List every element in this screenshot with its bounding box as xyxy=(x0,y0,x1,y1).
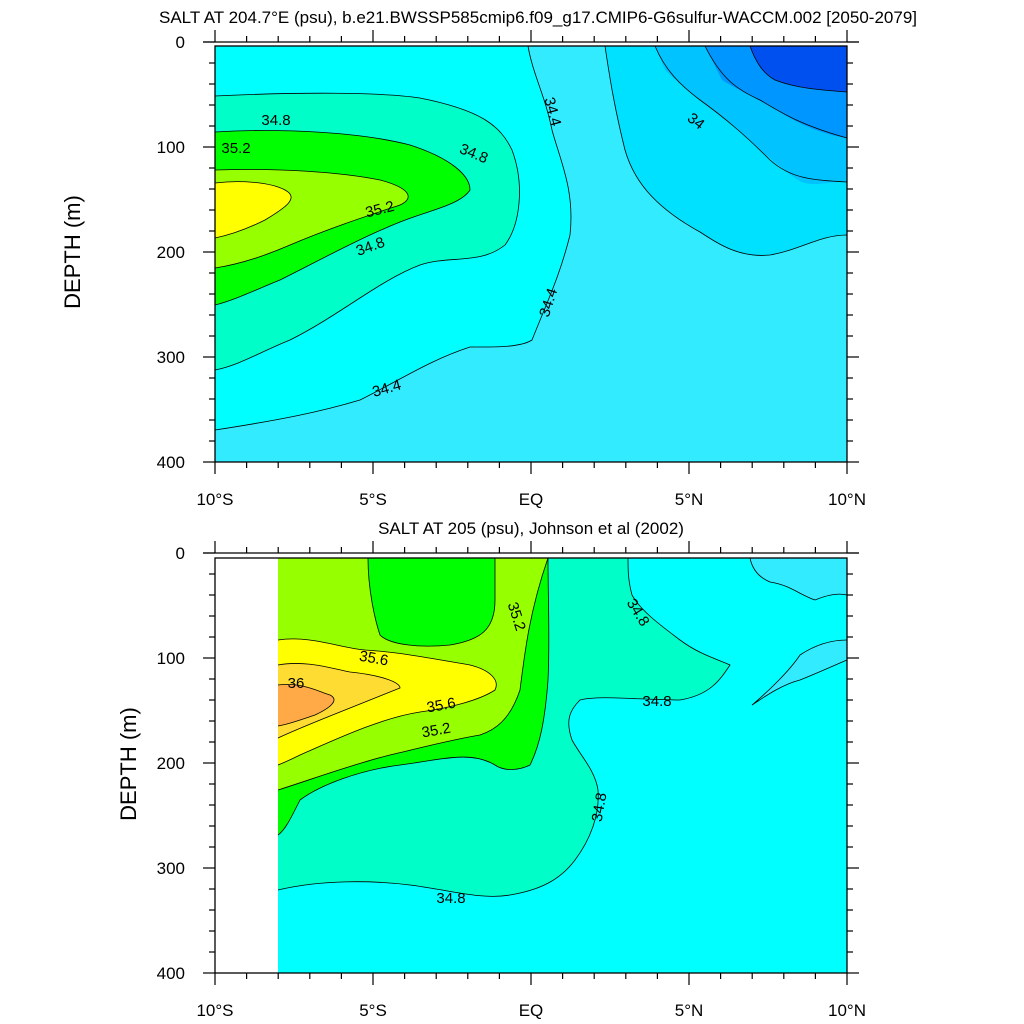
bottom-x-tick-label: 5°N xyxy=(675,1001,704,1020)
top-y-tick-label: 200 xyxy=(157,243,185,262)
bottom-contour-line xyxy=(749,557,848,601)
bottom-contour-label: 35.6 xyxy=(425,695,457,717)
top-contour-line xyxy=(214,92,520,371)
bottom-fill-34_8-bottom xyxy=(278,558,847,973)
bottom-plot-area: 35.6 36 35.6 35.2 35.2 34.8 34.8 34.8 34… xyxy=(215,557,848,973)
bottom-fill-36_0 xyxy=(278,684,335,726)
top-contour-line xyxy=(214,130,471,306)
top-contour-line xyxy=(214,169,409,269)
bottom-y-tick-label: 100 xyxy=(157,649,185,668)
bottom-title: SALT AT 205 (psu), Johnson et al (2002) xyxy=(378,519,684,538)
top-y-axis-label: DEPTH (m) xyxy=(60,195,85,309)
bottom-contour-label: 34.8 xyxy=(436,890,465,907)
bottom-contour-line xyxy=(277,683,335,727)
top-fill-33_8 xyxy=(750,46,847,92)
bottom-fill-34_6-right xyxy=(752,640,847,705)
top-x-tick-label: 5°N xyxy=(675,490,704,509)
bottom-x-tick-label: 10°N xyxy=(828,1001,866,1020)
top-x-tick-label: 10°N xyxy=(828,490,866,509)
bottom-panel: SALT AT 205 (psu), Johnson et al (2002) xyxy=(116,519,866,1020)
bottom-contour-label: 34.8 xyxy=(589,791,611,823)
bottom-y-tick-label: 400 xyxy=(157,964,185,983)
bottom-contour-line xyxy=(277,557,731,897)
top-contour-label: 34.8 xyxy=(261,112,290,129)
top-y-tick-label: 100 xyxy=(157,138,185,157)
top-contour-line xyxy=(704,45,848,139)
top-contour-line xyxy=(749,45,848,93)
top-contour-line xyxy=(214,181,292,239)
top-title: SALT AT 204.7°E (psu), b.e21.BWSSP585cmi… xyxy=(159,8,917,27)
top-x-tick-label: 5°S xyxy=(359,490,387,509)
top-contour-label: 34.4 xyxy=(540,96,564,129)
top-x-tick-label: EQ xyxy=(519,490,544,509)
top-contour-line xyxy=(214,45,572,431)
bottom-contour-line xyxy=(277,638,497,766)
top-y-tick-label: 400 xyxy=(157,453,185,472)
bottom-x-tick-label: 10°S xyxy=(196,1001,233,1020)
top-contour-label: 34 xyxy=(684,110,708,134)
top-y-tick-label: 0 xyxy=(176,33,185,52)
top-contour-label: 35.2 xyxy=(221,140,250,157)
bottom-y-tick-label: 300 xyxy=(157,859,185,878)
bottom-y-tick-label: 200 xyxy=(157,754,185,773)
bottom-contour-label: 36 xyxy=(288,675,305,692)
bottom-y-axis-label: DEPTH (m) xyxy=(116,707,141,821)
bottom-contour-label: 35.2 xyxy=(420,720,452,742)
top-contour-line xyxy=(604,45,848,256)
top-contour-label: 35.2 xyxy=(364,198,396,222)
top-ticks xyxy=(203,30,859,474)
bottom-fill-35_8 xyxy=(278,663,400,738)
bottom-x-tick-label: 5°S xyxy=(359,1001,387,1020)
bottom-contour-line xyxy=(367,557,496,647)
bottom-contour-line xyxy=(751,639,848,706)
bottom-contour-line xyxy=(277,663,401,739)
top-contour-line xyxy=(654,45,848,183)
bottom-contour-line xyxy=(277,557,549,791)
top-plot-area: 34.8 35.2 34.8 35.2 34.8 34.4 34.4 34.4 … xyxy=(214,45,848,462)
bottom-y-tick-label: 0 xyxy=(176,544,185,563)
top-x-tick-label: 10°S xyxy=(196,490,233,509)
bottom-contour-label: 34.8 xyxy=(642,693,671,710)
bottom-contour-line xyxy=(277,557,550,836)
top-panel: SALT AT 204.7°E (psu), b.e21.BWSSP585cmi… xyxy=(60,8,917,509)
bottom-x-tick-label: EQ xyxy=(519,1001,544,1020)
top-y-tick-label: 300 xyxy=(157,348,185,367)
bottom-fill-34_6 xyxy=(750,558,847,600)
top-fill-35_6 xyxy=(215,181,292,238)
bottom-ticks xyxy=(203,541,859,985)
bottom-contour-label: 35.6 xyxy=(358,648,390,670)
